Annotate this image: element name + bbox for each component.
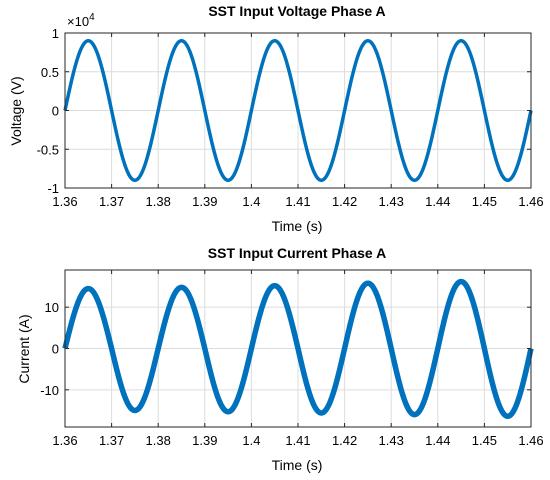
- current-series-line: [62, 278, 534, 420]
- current-ytick-label: -10: [40, 383, 59, 398]
- voltage-ytick-label: -1: [47, 181, 59, 196]
- voltage-xtick-label: 1.4: [242, 194, 260, 209]
- current-ticks: 1.36 1.37 1.38 1.39 1.4 1.41 1.42 1.43 1.44 1.45 1…: [40, 270, 544, 448]
- current-xlabel: Time (s): [272, 457, 323, 473]
- voltage-xtick-label: 1.45: [472, 194, 497, 209]
- current-xtick-label: 1.4: [242, 433, 260, 448]
- current-xtick-label: 1.43: [379, 433, 404, 448]
- current-xtick-label: 1.37: [99, 433, 124, 448]
- current-ylabel: Current (A): [16, 314, 32, 383]
- current-plot: SST Input Current Phase A 1.36 1.37 1.38 1.…: [16, 245, 544, 473]
- current-xtick-label: 1.46: [518, 433, 543, 448]
- voltage-plot-title: SST Input Voltage Phase A: [208, 3, 385, 19]
- current-xtick-label: 1.44: [425, 433, 450, 448]
- voltage-xtick-label: 1.42: [332, 194, 357, 209]
- voltage-exponent-label: ×104: [67, 12, 95, 29]
- current-ytick-label: 0: [52, 342, 59, 357]
- voltage-ytick-label: 0.5: [41, 65, 59, 80]
- voltage-ylabel: Voltage (V): [8, 76, 24, 145]
- voltage-ticks: 1.36 1.37 1.38 1.39 1.4 1.41 1.42 1.43 1.44 1.45 1…: [37, 26, 544, 209]
- voltage-xlabel: Time (s): [272, 218, 323, 234]
- current-xtick-label: 1.41: [285, 433, 310, 448]
- voltage-xtick-label: 1.39: [192, 194, 217, 209]
- current-ytick-label: 10: [45, 300, 59, 315]
- voltage-xtick-label: 1.36: [52, 194, 77, 209]
- voltage-xtick-label: 1.46: [518, 194, 543, 209]
- current-xtick-label: 1.36: [52, 433, 77, 448]
- current-xtick-label: 1.38: [146, 433, 171, 448]
- current-plot-title: SST Input Current Phase A: [208, 245, 386, 261]
- current-xtick-label: 1.45: [472, 433, 497, 448]
- voltage-xtick-label: 1.41: [285, 194, 310, 209]
- voltage-ytick-label: -0.5: [37, 142, 59, 157]
- voltage-xtick-label: 1.43: [379, 194, 404, 209]
- voltage-ytick-label: 0: [52, 104, 59, 119]
- voltage-xtick-label: 1.44: [425, 194, 450, 209]
- voltage-xtick-label: 1.37: [99, 194, 124, 209]
- voltage-plot: SST Input Voltage Phase A 1.36 1.37 1.38 1.…: [8, 3, 544, 234]
- voltage-ytick-label: 1: [52, 26, 59, 41]
- voltage-xtick-label: 1.38: [146, 194, 171, 209]
- current-xtick-label: 1.42: [332, 433, 357, 448]
- current-xtick-label: 1.39: [192, 433, 217, 448]
- voltage-series-line: [63, 39, 533, 182]
